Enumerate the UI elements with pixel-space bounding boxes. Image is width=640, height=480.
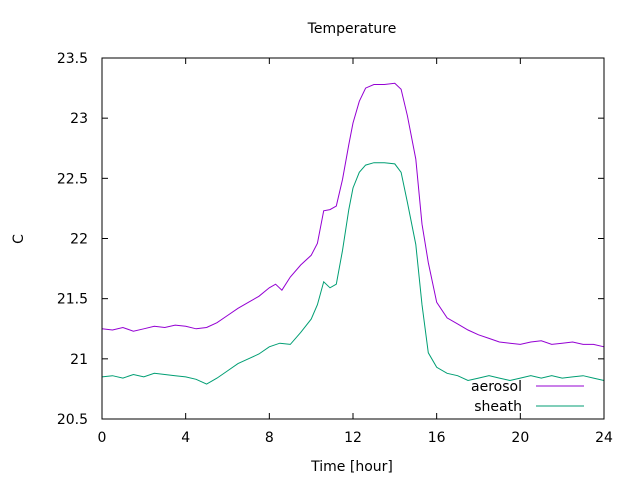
legend-label-aerosol: aerosol: [471, 379, 522, 395]
legend-label-sheath: sheath: [474, 399, 522, 415]
x-tick-label: 4: [181, 430, 190, 446]
x-tick-label: 24: [595, 430, 613, 446]
x-axis-label: Time [hour]: [310, 459, 393, 475]
x-tick-label: 8: [265, 430, 274, 446]
y-tick-label: 23: [70, 111, 88, 127]
y-axis-label: C: [11, 234, 27, 244]
x-tick-label: 20: [511, 430, 529, 446]
series-line-aerosol: [101, 82, 605, 348]
y-tick-label: 20.5: [57, 412, 88, 428]
y-tick-label: 21: [70, 352, 88, 368]
x-tick-label: 12: [344, 430, 362, 446]
y-tick-label: 22: [70, 232, 88, 248]
x-tick-label: 0: [98, 430, 107, 446]
y-tick-label: 22.5: [57, 171, 88, 187]
series-line-sheath: [101, 162, 605, 385]
y-tick-label: 23.5: [57, 51, 88, 67]
plot-area: 0 4 8 12 16 20 24 20.5 21 21.5 22 22.5 23 23.5 aerosol…: [57, 51, 613, 446]
chart-title: Temperature: [307, 21, 397, 37]
x-tick-label: 16: [428, 430, 446, 446]
y-tick-label: 21.5: [57, 292, 88, 308]
plot-frame: [101, 57, 605, 420]
